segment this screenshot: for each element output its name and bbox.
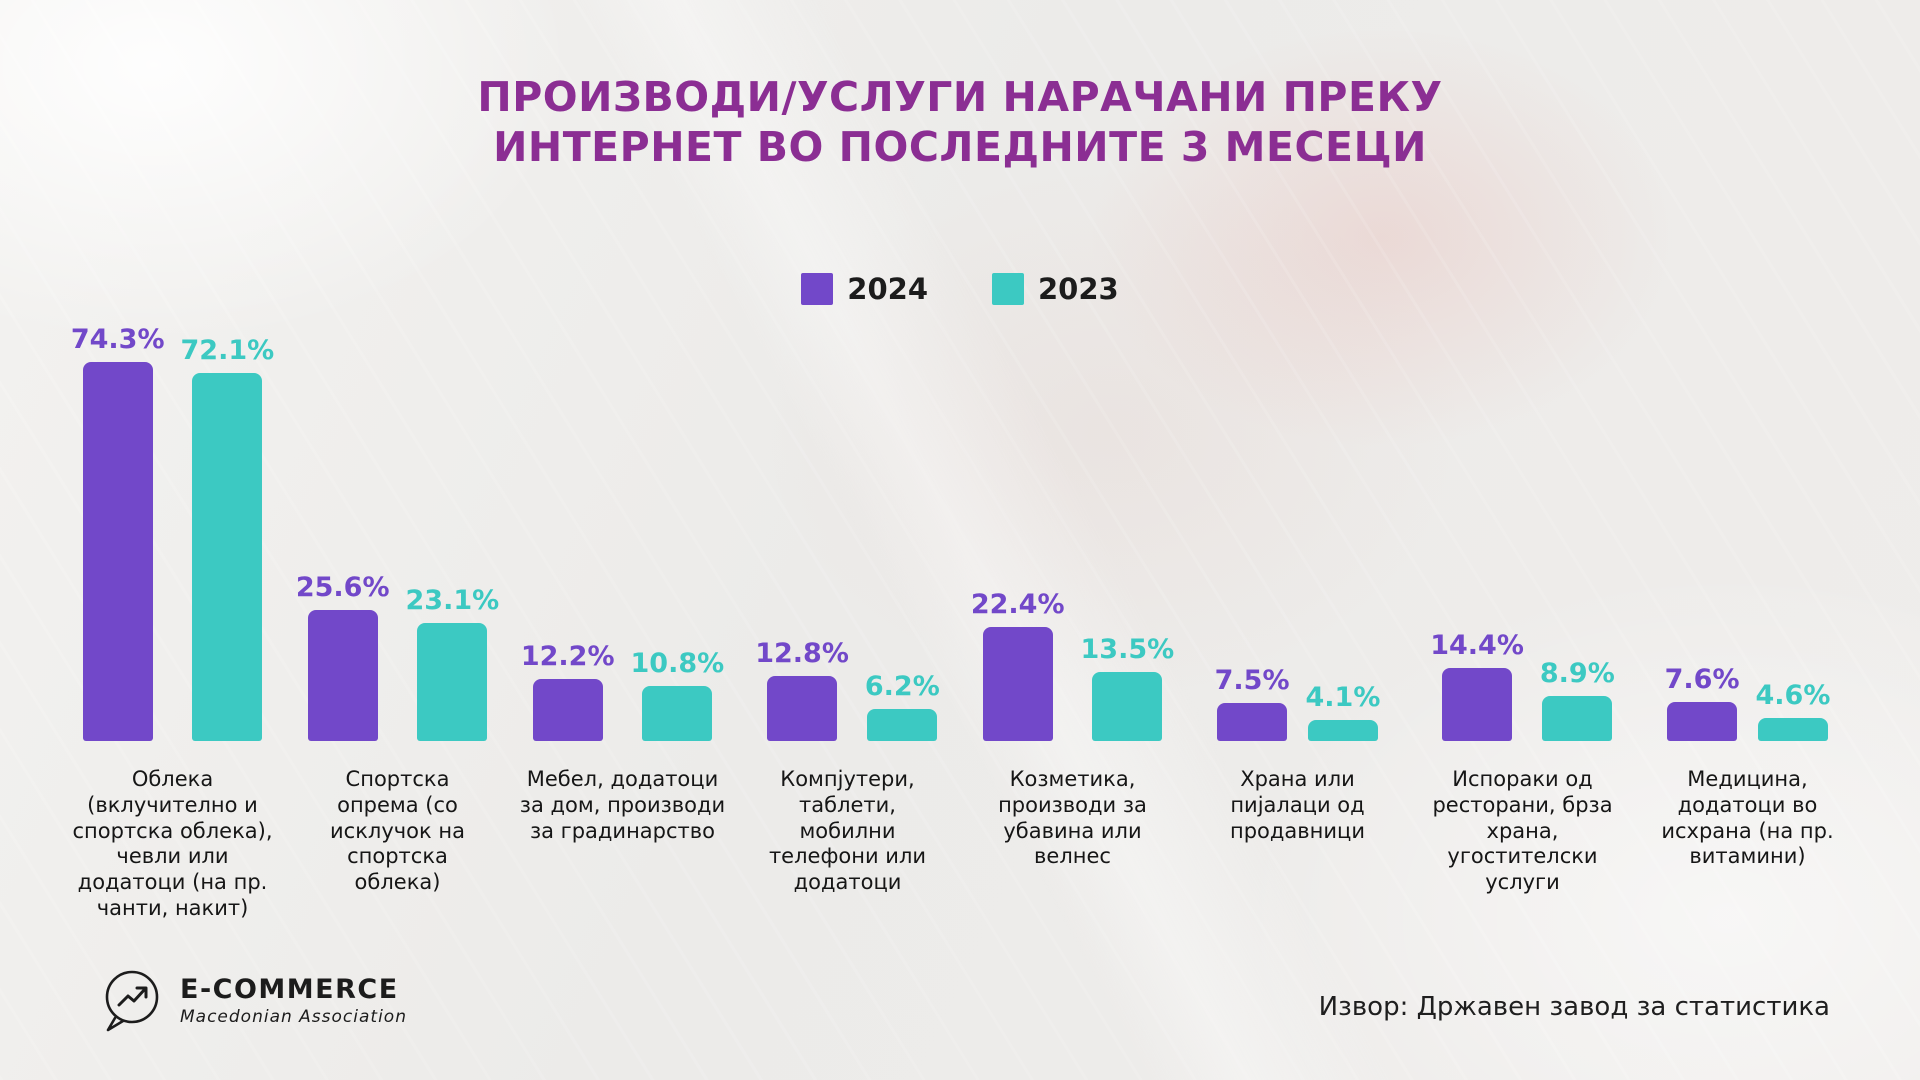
bar-column-2024: 25.6% bbox=[296, 572, 390, 741]
source-attribution: Извор: Државен завод за статистика bbox=[1318, 992, 1830, 1022]
chart-legend: 2024 2023 bbox=[0, 272, 1920, 306]
bar-column-2023: 4.6% bbox=[1755, 680, 1831, 741]
legend-label-2023: 2023 bbox=[1038, 272, 1119, 306]
bar-group: 12.8% 6.2% Компјутери, таблети, мобилни те… bbox=[735, 321, 960, 922]
bar-group: 7.5% 4.1% Храна или пијалаци од продавници bbox=[1185, 321, 1410, 922]
category-label: Козметика, производи за убавина или велн… bbox=[998, 767, 1147, 869]
bar-column-2023: 72.1% bbox=[180, 335, 275, 741]
bar-group: 25.6% 23.1% Спортска опрема (со исклучок н… bbox=[285, 321, 510, 922]
bar-group: 22.4% 13.5% Козметика, производи за убавин… bbox=[960, 321, 1185, 922]
bar-column-2023: 13.5% bbox=[1080, 634, 1175, 741]
legend-item-2023: 2023 bbox=[992, 272, 1119, 306]
value-label-2023: 6.2% bbox=[864, 671, 940, 702]
bar-2024 bbox=[767, 676, 838, 741]
bar-2024 bbox=[1217, 703, 1288, 741]
legend-item-2024: 2024 bbox=[801, 272, 928, 306]
bar-column-2024: 7.5% bbox=[1215, 665, 1290, 741]
value-label-2024: 7.6% bbox=[1664, 664, 1740, 695]
bar-column-2024: 14.4% bbox=[1430, 630, 1524, 741]
category-label: Испораки од ресторани, брза храна, угост… bbox=[1432, 767, 1613, 895]
value-label-2023: 72.1% bbox=[180, 335, 275, 366]
bar-column-2023: 6.2% bbox=[865, 671, 940, 741]
bar-group: 14.4% 8.9% Испораки од ресторани, брза хра… bbox=[1410, 321, 1635, 922]
bar-column-2023: 23.1% bbox=[405, 585, 500, 741]
bar-2023 bbox=[1757, 718, 1828, 741]
category-label: Храна или пијалаци од продавници bbox=[1230, 767, 1365, 843]
bar-2023 bbox=[1542, 696, 1613, 741]
bar-column-2024: 12.8% bbox=[755, 638, 849, 741]
value-label-2023: 23.1% bbox=[405, 585, 500, 616]
bar-pair: 7.5% 4.1% bbox=[1215, 321, 1381, 741]
bar-2024 bbox=[1667, 702, 1738, 741]
bar-group: 7.6% 4.6% Медицина, додатоци во исхрана (н… bbox=[1635, 321, 1860, 922]
legend-label-2024: 2024 bbox=[847, 272, 928, 306]
bar-2023 bbox=[1307, 720, 1378, 741]
bar-chart: 74.3% 72.1% Облека (вклучително и спортска… bbox=[60, 321, 1860, 922]
value-label-2024: 14.4% bbox=[1430, 630, 1524, 661]
bar-pair: 12.8% 6.2% bbox=[755, 321, 940, 741]
bar-group: 12.2% 10.8% Мебел, додатоци за дом, произв… bbox=[510, 321, 735, 922]
bar-column-2023: 4.1% bbox=[1305, 682, 1381, 741]
logo-title: E-COMMERCE bbox=[180, 973, 399, 1005]
bar-column-2024: 74.3% bbox=[71, 324, 165, 741]
bar-column-2024: 7.6% bbox=[1665, 664, 1740, 741]
bar-2023 bbox=[192, 373, 263, 741]
bar-2024 bbox=[532, 679, 603, 741]
category-label: Облека (вклучително и спортска облека), … bbox=[72, 767, 273, 921]
page-title-line1: ПРОИЗВОДИ/УСЛУГИ НАРАЧАНИ ПРЕКУ bbox=[477, 73, 1443, 121]
value-label-2023: 13.5% bbox=[1080, 634, 1175, 665]
speech-bubble-trend-icon bbox=[105, 970, 159, 1032]
category-label: Спортска опрема (со исклучок на спортска… bbox=[330, 767, 465, 895]
bar-2024 bbox=[82, 362, 153, 741]
bar-2024 bbox=[982, 627, 1053, 741]
category-label: Мебел, додатоци за дом, производи за гра… bbox=[519, 767, 726, 843]
ecommerce-association-logo: E-COMMERCE Macedonian Association bbox=[98, 968, 407, 1034]
legend-swatch-2023 bbox=[992, 273, 1024, 305]
value-label-2024: 12.8% bbox=[755, 638, 849, 669]
value-label-2024: 25.6% bbox=[295, 572, 390, 603]
bar-pair: 14.4% 8.9% bbox=[1430, 321, 1615, 741]
category-label: Компјутери, таблети, мобилни телефони ил… bbox=[768, 767, 927, 895]
bar-2024 bbox=[307, 610, 378, 741]
value-label-2024: 12.2% bbox=[520, 641, 615, 672]
value-label-2024: 22.4% bbox=[970, 589, 1065, 620]
page-title-line2: ИНТЕРНЕТ ВО ПОСЛЕДНИТЕ 3 МЕСЕЦИ bbox=[493, 123, 1427, 172]
bar-2023 bbox=[867, 709, 938, 741]
bar-column-2023: 8.9% bbox=[1540, 658, 1615, 741]
bar-pair: 7.6% 4.6% bbox=[1665, 321, 1831, 741]
bar-column-2024: 22.4% bbox=[971, 589, 1065, 741]
legend-swatch-2024 bbox=[801, 273, 834, 305]
bar-2023 bbox=[417, 623, 488, 741]
bar-group: 74.3% 72.1% Облека (вклучително и спортска… bbox=[60, 321, 285, 922]
value-label-2024: 7.5% bbox=[1214, 665, 1290, 696]
value-label-2023: 8.9% bbox=[1539, 658, 1615, 689]
logo-subtitle: Macedonian Association bbox=[180, 1007, 407, 1028]
value-label-2023: 4.1% bbox=[1305, 682, 1381, 713]
bar-column-2024: 12.2% bbox=[521, 641, 615, 741]
bar-pair: 74.3% 72.1% bbox=[71, 321, 274, 741]
bar-pair: 25.6% 23.1% bbox=[296, 321, 499, 741]
bar-column-2023: 10.8% bbox=[630, 648, 725, 741]
page-title: ПРОИЗВОДИ/УСЛУГИ НАРАЧАНИ ПРЕКУ ИНТЕРНЕТ… bbox=[0, 72, 1920, 172]
bar-2024 bbox=[1442, 668, 1513, 741]
logo-text: E-COMMERCE Macedonian Association bbox=[180, 973, 407, 1028]
value-label-2023: 4.6% bbox=[1755, 680, 1831, 711]
value-label-2023: 10.8% bbox=[630, 648, 725, 679]
category-label: Медицина, додатоци во исхрана (на пр. ви… bbox=[1661, 767, 1834, 869]
bar-pair: 12.2% 10.8% bbox=[521, 321, 724, 741]
bar-pair: 22.4% 13.5% bbox=[971, 321, 1174, 741]
value-label-2024: 74.3% bbox=[70, 324, 165, 355]
bar-2023 bbox=[642, 686, 713, 741]
bar-2023 bbox=[1092, 672, 1163, 741]
